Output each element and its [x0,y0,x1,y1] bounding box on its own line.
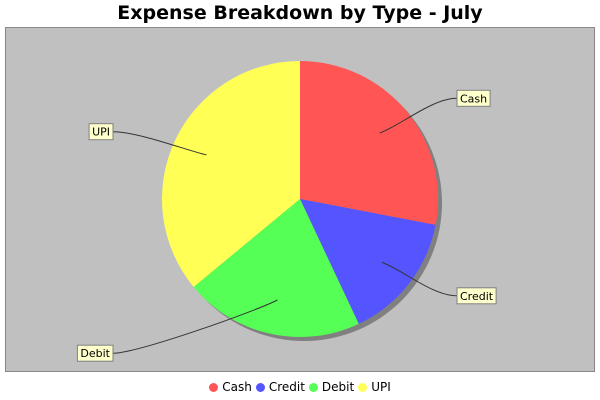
slice-label-upi: UPI [88,123,114,141]
pie-slice-credit[interactable] [300,199,436,324]
leader-line-upi [112,131,207,156]
slice-label-text-upi: UPI [92,126,110,139]
leader-line-debit [112,299,278,354]
legend-swatch-debit [308,383,318,392]
legend-item-credit: Credit [255,380,305,394]
slice-label-text-credit: Credit [460,290,494,303]
chart-title: Expense Breakdown by Type - July [117,2,483,24]
legend-item-upi: UPI [358,380,391,394]
slice-label-box-credit [456,287,497,305]
legend-item-cash: Cash [209,380,252,394]
legend-label-upi: UPI [371,380,391,394]
slice-label-debit: Debit [76,344,114,362]
leader-line-credit [381,261,458,297]
slice-label-text-cash: Cash [460,92,487,105]
legend-label-debit: Debit [321,380,355,394]
legend-swatch-upi [358,383,368,392]
pie-slice-debit[interactable] [193,199,359,338]
legend-swatch-cash [209,383,219,392]
leader-line-cash [379,97,458,134]
slice-label-box-upi [88,123,114,141]
slice-label-text-debit: Debit [80,347,110,360]
legend: Cash Credit Debit UPI [0,380,600,394]
slice-label-credit: Credit [456,287,497,305]
pie-slice-cash[interactable] [300,61,439,225]
pie-chart: Cash Credit Debit UPI [5,27,595,372]
slice-label-box-debit [76,344,114,362]
legend-swatch-credit [255,383,265,392]
slice-label-box-cash [456,89,491,107]
legend-label-credit: Credit [268,380,305,394]
legend-item-debit: Debit [308,380,355,394]
legend-label-cash: Cash [222,380,252,394]
slice-label-cash: Cash [456,89,491,107]
pie-slice-upi[interactable] [162,61,300,287]
